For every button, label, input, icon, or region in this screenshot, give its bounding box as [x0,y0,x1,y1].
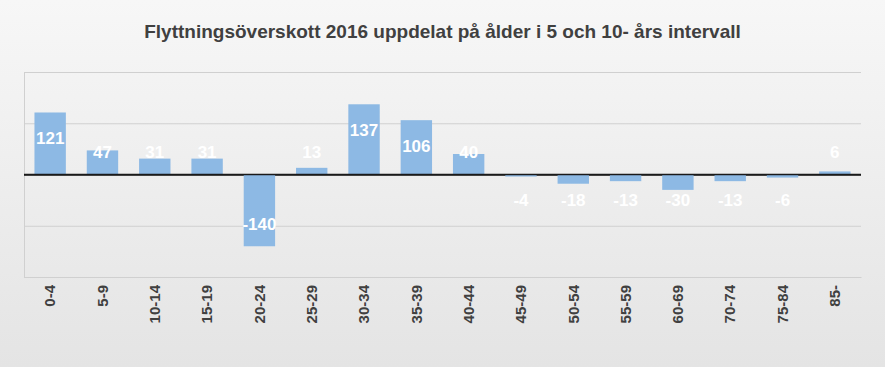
title: Flyttningsöverskott 2016 uppdelat på åld… [144,21,741,42]
data-label: -4 [513,191,529,210]
data-label: 137 [350,121,378,140]
data-label: -18 [561,191,586,210]
bar [244,175,275,247]
y-tick [24,123,861,124]
x-tick: 50-54 [565,284,582,323]
y-tick [24,277,861,278]
bar [662,175,693,190]
data-label: 13 [302,143,321,162]
y-axis-line [25,73,862,278]
x-tick: 5-9 [94,285,111,307]
grid-line [24,226,861,227]
x-tick: 35-39 [408,285,425,323]
x-tick-label: 85- [826,285,843,307]
x-tick: 40-44 [460,284,477,323]
x-tick-label: 25-29 [303,285,320,323]
x-tick: 15-19 [198,285,215,323]
bar [34,112,65,174]
x-tick: 25-29 [303,285,320,323]
bars [34,104,850,246]
zero-line [24,174,861,176]
bar [296,168,327,175]
x-tick-label: 10-14 [146,284,163,323]
data-label: 40 [459,143,478,162]
x-tick: 70-74 [721,284,738,323]
x-axis: 0-4 5-9 10-14 15-19 20-24 25-29 30-34 35-39 40-4… [25,278,862,324]
data-label: -6 [775,191,790,210]
data-label: 47 [93,143,112,162]
x-tick-label: 15-19 [198,285,215,323]
x-tick: 75-84 [774,284,791,323]
x-tick: 20-24 [251,284,268,323]
x-tick: 30-34 [355,284,372,323]
x-tick: 10-14 [146,284,163,323]
grid-line [24,123,861,124]
y-tick [24,226,861,227]
grid-line [24,277,861,278]
data-label: 121 [36,129,64,148]
plot: 0-45-910-1415-1920-2425-2930-3435-3940-4… [24,73,862,324]
x-tick-label: 35-39 [408,285,425,323]
x-tick-label: 70-74 [721,284,738,323]
data-label: 106 [402,137,430,156]
x-tick: 0-4 [41,284,58,306]
grid-line [24,72,861,73]
x-axis-line [25,277,862,278]
data-label: -13 [613,191,638,210]
x-tick-label: 30-34 [355,284,372,323]
x-tick-label: 40-44 [460,284,477,323]
bar [401,120,432,174]
x-tick-label: 55-59 [617,285,634,323]
x-tick-label: 0-4 [41,284,58,306]
data-label: -13 [718,191,743,210]
x-tick: 60-69 [669,285,686,323]
background [0,0,885,367]
x-tick-label: 45-49 [512,285,529,323]
x-tick-label: 5-9 [94,285,111,307]
bar [610,175,641,182]
x-tick-label: 50-54 [565,284,582,323]
y-axis [24,73,861,278]
data-label: -30 [666,191,691,210]
data-label: 31 [198,143,217,162]
chart: Flyttningsöverskott 2016 uppdelat på åld… [0,0,885,367]
x-tick: 85- [826,285,843,307]
x-tick-label: 75-84 [774,284,791,323]
x-tick: 55-59 [617,285,634,323]
y-tick [24,72,861,73]
x-tick: 45-49 [512,285,529,323]
data-label: -140 [242,215,276,234]
data-labels: 121 47 31 31 -140 13 137 106 40 -4 -18 -13 -30 -13 -6 6 [36,121,840,234]
x-tick-label: 20-24 [251,284,268,323]
bar [348,104,379,174]
bar [558,175,589,184]
bar [715,175,746,182]
data-label: 31 [145,143,164,162]
data-label: 6 [830,143,839,162]
x-tick-label: 60-69 [669,285,686,323]
